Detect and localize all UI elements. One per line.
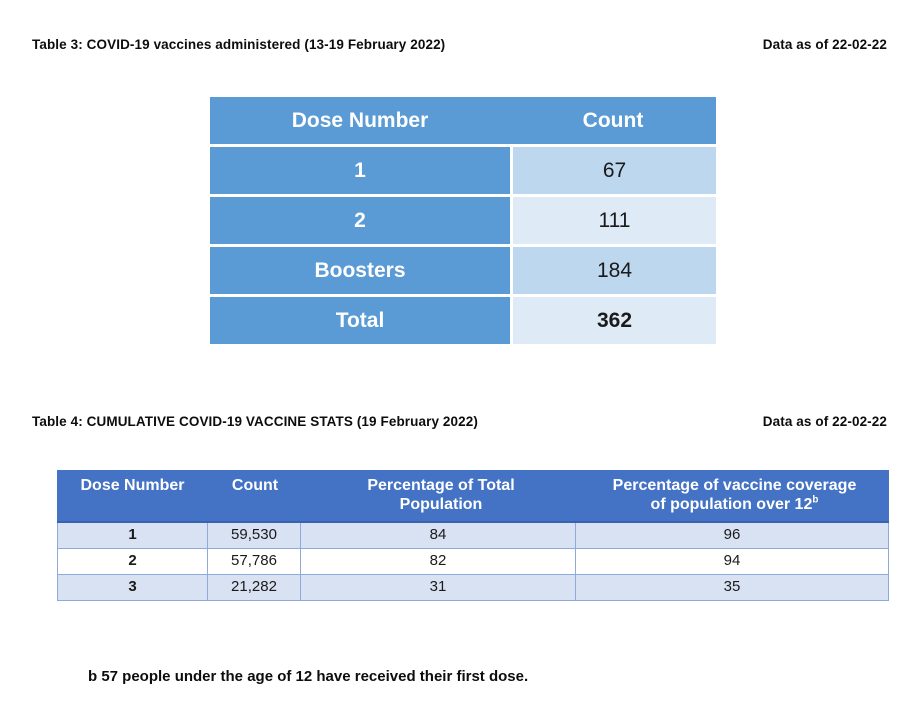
table4-count-value: 57,786 [208,549,301,574]
table3-header-row: Dose Number Count [210,97,716,144]
table4-header-dose-number: Dose Number [80,477,185,494]
table4-pct-total-value: 82 [301,549,576,574]
footnote-marker: b [812,494,819,506]
table4-header-row: Dose Number Count Percentage of Total Po… [57,470,889,523]
table4-dose-value: 3 [58,575,208,600]
table3-data-as-of: Data as of 22-02-22 [762,37,887,52]
pct-total-line1: Percentage of Total [367,477,515,494]
table4-header-pct-total: Percentage of Total Population [302,470,580,521]
table4-pct-over12-value: 35 [723,578,741,595]
table4-count-value: 21,282 [208,575,301,600]
table4-pct-over12-value: 94 [723,552,741,569]
table3-count-value: 67 [513,147,716,194]
table4-pct-total-value: 84 [301,523,576,548]
table3-total-value: 362 [513,297,716,344]
table3-header-dose-number: Dose Number [291,108,429,132]
table3-count-value: 111 [513,197,716,244]
table-row: 1 59,530 84 96 [58,523,888,549]
table3-total-label: Total [210,297,510,344]
table-row: 2 57,786 82 94 [58,549,888,575]
table4-body: 1 59,530 84 96 2 57,786 82 94 3 21,282 3… [57,523,889,601]
table-row: 1 67 [210,147,716,194]
table4-header-count: Count [231,477,279,494]
table-row: Total 362 [210,297,716,344]
table3-count-value: 184 [513,247,716,294]
table4-dose-value: 2 [58,549,208,574]
table4-header-pct-over12: Percentage of vaccine coverage of popula… [580,470,889,521]
table3-dose-label: Boosters [210,247,510,294]
table4-count-value: 59,530 [208,523,301,548]
table-row: 2 111 [210,197,716,244]
table4-pct-over12-value: 96 [723,526,741,543]
table3-vaccines-administered: Dose Number Count 1 67 2 111 Boosters 18… [210,97,716,344]
table3-header-count: Count [582,108,644,132]
table-row: Boosters 184 [210,247,716,294]
table4-cumulative-stats: Dose Number Count Percentage of Total Po… [57,470,889,601]
footnote: b 57 people under the age of 12 have rec… [88,668,529,685]
table3-dose-label: 1 [210,147,510,194]
table-row: 3 21,282 31 35 [58,575,888,601]
table3-dose-label: 2 [210,197,510,244]
table3-title: Table 3: COVID-19 vaccines administered … [32,37,446,52]
table4-title: Table 4: CUMULATIVE COVID-19 VACCINE STA… [32,414,478,429]
table4-dose-value: 1 [58,523,208,548]
table4-pct-total-value: 31 [301,575,576,600]
pct-over12-line1: Percentage of vaccine coverage [612,477,857,494]
table4-data-as-of: Data as of 22-02-22 [762,414,887,429]
pct-over12-line2: of population over 12 [650,496,813,513]
pct-total-line2: Population [399,496,483,513]
